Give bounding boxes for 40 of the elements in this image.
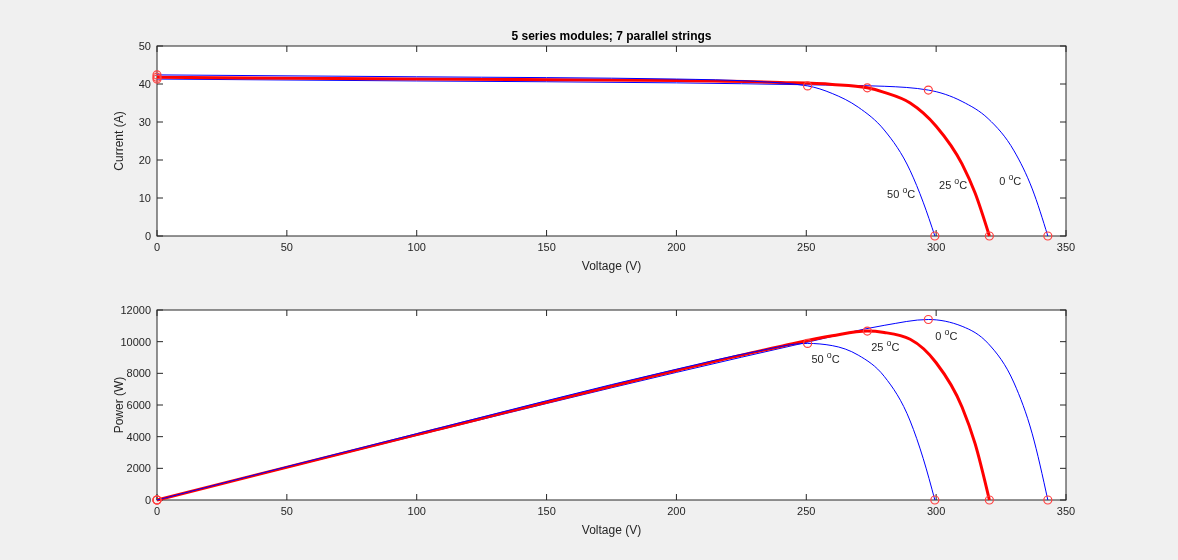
y-tick-label: 0 [144, 230, 151, 242]
x-tick-label: 250 [797, 505, 816, 517]
x-tick-label: 150 [537, 505, 556, 517]
annotation: 25 $^{o}$C [939, 176, 968, 192]
y-tick-label: 0 [144, 494, 151, 506]
y-tick-label: 10 [138, 192, 151, 204]
y-tick-label: 6000 [126, 399, 151, 411]
y-tick-label: 20 [138, 154, 151, 166]
x-tick-label: 50 [280, 505, 293, 517]
y-tick-label: 12000 [120, 304, 151, 316]
annotation: 50 $^{o}$C [811, 350, 840, 366]
x-tick-label: 0 [153, 241, 161, 253]
x-tick-label: 0 [153, 505, 161, 517]
chart-title: 5 series modules; 7 parallel strings [511, 29, 712, 43]
annotation: 25 $^{o}$C [871, 338, 900, 354]
annotation: 0 $^{o}$C [935, 326, 958, 342]
x-tick-label: 100 [407, 505, 426, 517]
x-axis-title: Voltage (V) [581, 523, 642, 537]
y-tick-label: 30 [138, 116, 151, 128]
x-tick-label: 200 [667, 241, 686, 253]
y-tick-label: 10000 [120, 335, 151, 348]
y-tick-label: 8000 [126, 367, 151, 380]
annotation: 50 $^{o}$C [887, 185, 916, 201]
x-tick-label: 150 [537, 241, 556, 253]
annotation: 0 $^{o}$C [999, 171, 1022, 187]
x-tick-label: 200 [667, 505, 686, 517]
x-tick-label: 100 [407, 241, 426, 253]
x-tick-label: 250 [797, 241, 816, 253]
y-axis-title: Power (W) [112, 376, 126, 434]
y-axis-title: Current (A) [112, 111, 126, 171]
y-tick-label: 50 [138, 40, 151, 52]
x-tick-label: 350 [1056, 505, 1076, 517]
y-tick-label: 40 [138, 78, 151, 90]
x-tick-label: 50 [280, 241, 293, 253]
x-tick-label: 350 [1056, 241, 1076, 253]
x-axis-title: Voltage (V) [581, 259, 642, 273]
y-tick-label: 4000 [126, 430, 151, 443]
y-tick-label: 2000 [126, 462, 151, 475]
x-tick-label: 300 [926, 241, 946, 253]
x-tick-label: 300 [926, 505, 946, 517]
